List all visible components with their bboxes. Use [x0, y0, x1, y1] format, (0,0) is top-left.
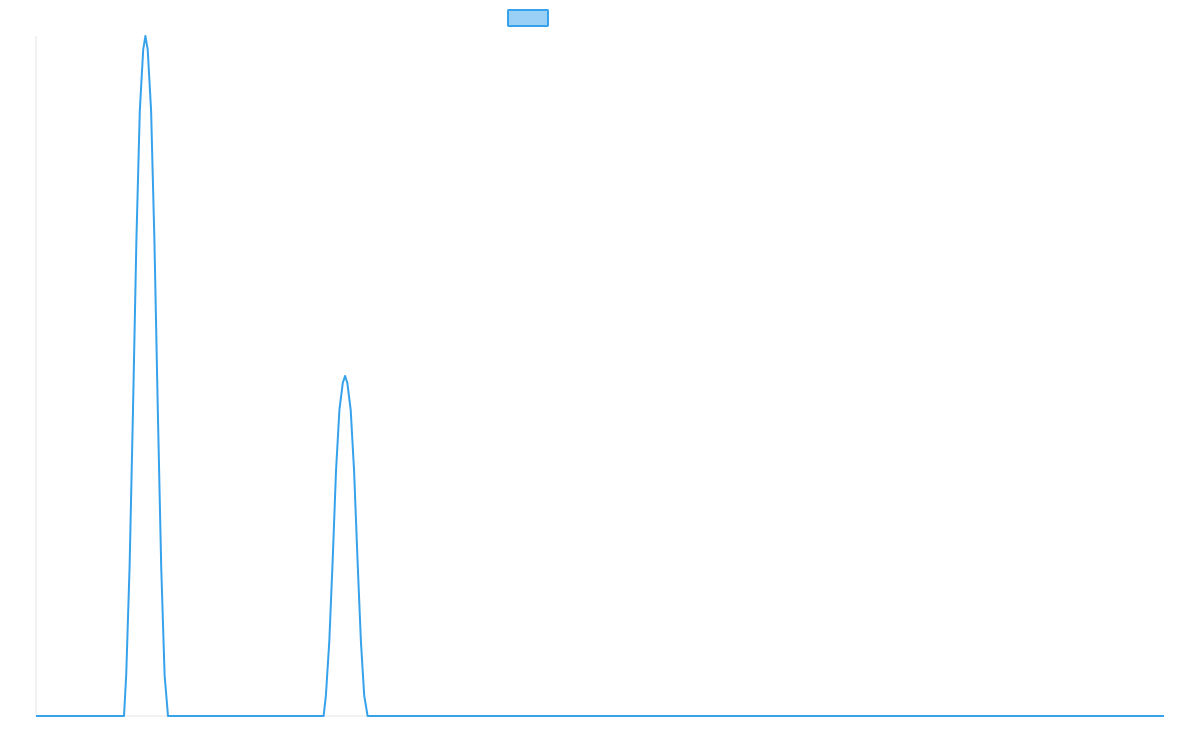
legend-swatch[interactable]: [507, 9, 549, 27]
series-layer: [36, 35, 1164, 717]
axes: [35, 36, 1164, 717]
legend[interactable]: [507, 9, 549, 27]
series-line-0[interactable]: [36, 35, 1164, 717]
